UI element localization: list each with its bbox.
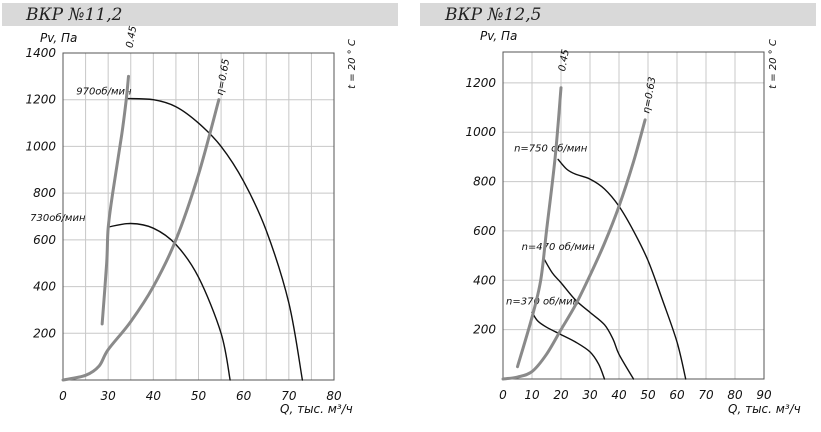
speed-label: 970об/мин bbox=[76, 86, 132, 98]
speed-label: n=370 об/мин bbox=[506, 295, 580, 307]
x-axis-label: Q, тыс. м³/ч bbox=[728, 402, 801, 416]
x-tick-label: 40 bbox=[146, 389, 162, 403]
x-tick-label: 20 bbox=[553, 388, 569, 402]
efficiency-curve bbox=[100, 74, 130, 326]
x-tick-label: 0 bbox=[59, 389, 67, 403]
speed-curve bbox=[557, 158, 687, 380]
y-tick-label: 600 bbox=[33, 233, 56, 247]
efficiency-label: 0.45 bbox=[125, 25, 140, 49]
title-bar bbox=[420, 3, 816, 26]
y-tick-label: 800 bbox=[473, 175, 496, 189]
x-tick-label: 30 bbox=[101, 389, 117, 403]
plot-frame bbox=[62, 52, 335, 381]
y-axis-label: Pv, Па bbox=[480, 29, 517, 43]
x-tick-label: 30 bbox=[582, 388, 598, 402]
x-tick-label: 10 bbox=[524, 388, 540, 402]
chart-title: ВКР №12,5 bbox=[444, 5, 541, 25]
speed-curve bbox=[107, 222, 231, 381]
y-tick-label: 800 bbox=[33, 186, 56, 200]
y-tick-label: 1000 bbox=[25, 139, 56, 153]
y-tick-label: 400 bbox=[33, 280, 56, 294]
y-tick-label: 600 bbox=[473, 224, 496, 238]
y-tick-label: 1200 bbox=[465, 76, 496, 90]
x-tick-label: 80 bbox=[326, 389, 342, 403]
chart-title: ВКР №11,2 bbox=[25, 5, 122, 25]
x-tick-label: 40 bbox=[611, 388, 627, 402]
x-tick-label: 60 bbox=[669, 388, 685, 402]
efficiency-curve bbox=[501, 118, 647, 381]
efficiency-label: η=0.63 bbox=[641, 76, 658, 114]
speed-curve bbox=[531, 311, 606, 380]
temperature-label: t = 20 ° C bbox=[768, 39, 779, 89]
temperature-label: t = 20 ° C bbox=[347, 39, 358, 89]
efficiency-label: η=0.65 bbox=[215, 58, 232, 96]
x-tick-label: 50 bbox=[640, 388, 656, 402]
y-tick-label: 1200 bbox=[25, 93, 56, 107]
efficiency-curve bbox=[61, 98, 221, 382]
y-axis-label: Pv, Па bbox=[40, 31, 77, 45]
speed-label: 730об/мин bbox=[30, 212, 86, 224]
y-tick-label: 200 bbox=[473, 323, 496, 337]
x-tick-label: 80 bbox=[727, 388, 743, 402]
y-tick-label: 1000 bbox=[465, 125, 496, 139]
y-tick-label: 200 bbox=[33, 326, 56, 340]
title-bar bbox=[2, 3, 398, 26]
speed-curve bbox=[125, 97, 304, 381]
y-tick-label: 1400 bbox=[25, 46, 56, 60]
x-tick-label: 70 bbox=[698, 388, 714, 402]
y-tick-label: 400 bbox=[473, 273, 496, 287]
efficiency-curve bbox=[516, 86, 563, 369]
efficiency-label: 0.45 bbox=[557, 48, 572, 72]
x-tick-label: 90 bbox=[756, 388, 772, 402]
speed-label: n=470 об/мин bbox=[522, 241, 596, 253]
x-tick-label: 60 bbox=[236, 389, 252, 403]
x-tick-label: 50 bbox=[191, 389, 207, 403]
speed-label: n=750 об/мин bbox=[514, 142, 588, 154]
speed-curve bbox=[542, 257, 635, 380]
x-axis-label: Q, тыс. м³/ч bbox=[280, 402, 353, 416]
x-tick-label: 0 bbox=[499, 388, 507, 402]
x-tick-label: 70 bbox=[281, 389, 297, 403]
